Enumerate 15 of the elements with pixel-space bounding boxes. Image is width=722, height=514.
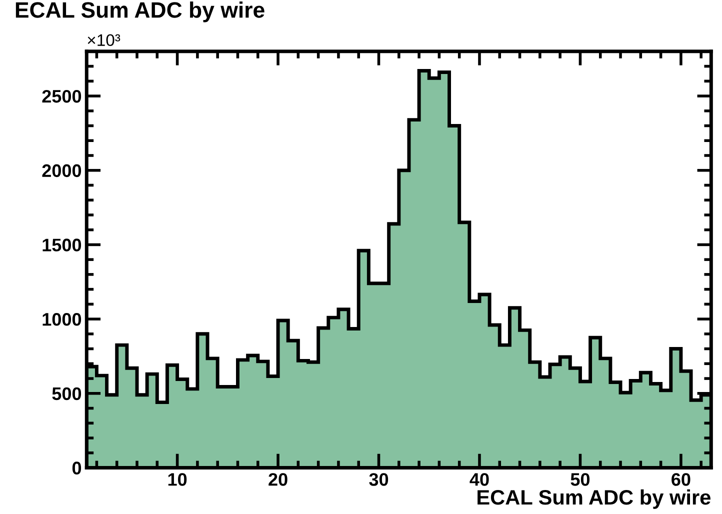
x-tick-label: 20 (268, 473, 288, 486)
text: ×10³ (88, 34, 120, 46)
y-tick-label: 500 (52, 387, 82, 400)
y-tick-label: 2000 (42, 164, 82, 178)
y-tick-label: 2500 (42, 90, 82, 103)
x-tick-label: 10 (168, 473, 187, 486)
y-tick-label: 1500 (42, 238, 82, 252)
y-tick-label: 1000 (42, 312, 82, 326)
x-axis-title: ECAL Sum ADC by wire (478, 489, 710, 509)
y-tick-label: 0 (72, 462, 82, 474)
x-tick-label: 60 (672, 473, 690, 486)
x-tick-label: 50 (570, 473, 590, 486)
chart-title: ECAL Sum ADC by wire (16, 2, 264, 22)
x-tick-label: 30 (369, 473, 388, 486)
x-tick-label: 40 (470, 473, 489, 486)
